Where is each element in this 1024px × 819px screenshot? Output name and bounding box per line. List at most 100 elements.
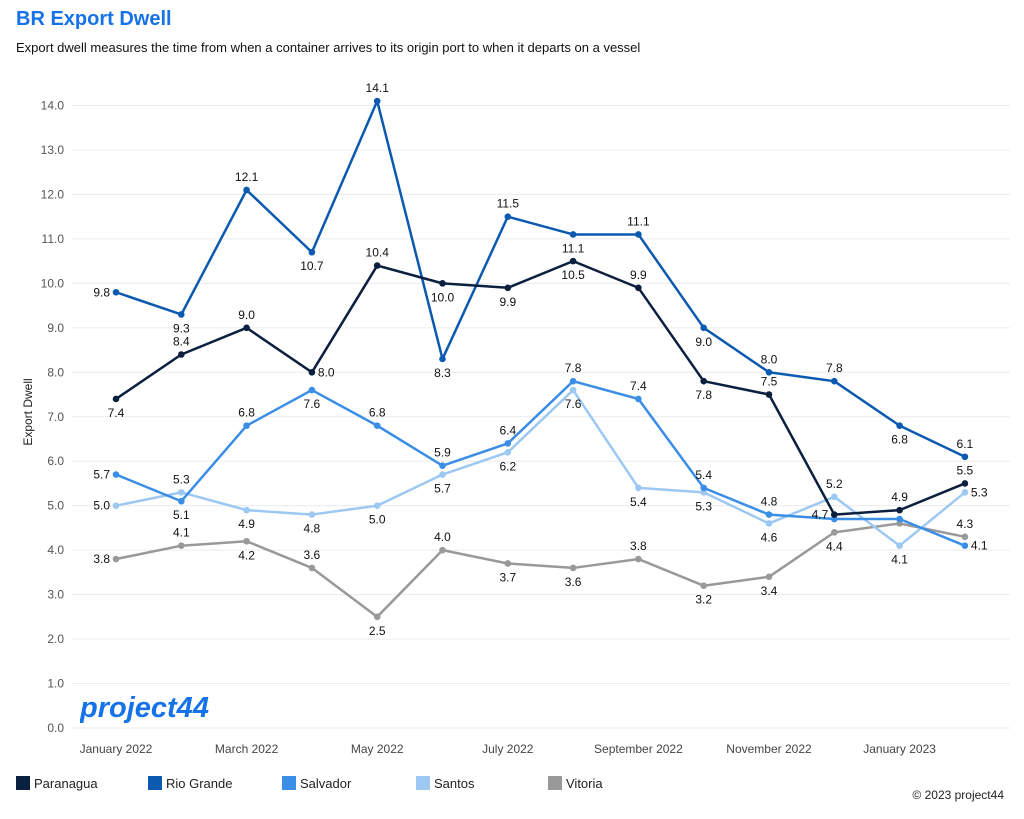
line-chart: 0.0 1.0 2.0 3.0 4.0 5.0 6.0 7.0 8.0 9.0 10.0 11.0 12… (21, 81, 1010, 756)
data-point (635, 231, 642, 238)
x-tick-label: January 2023 (863, 742, 936, 756)
data-label: 10.7 (300, 259, 324, 273)
data-label: 7.5 (761, 375, 778, 389)
data-label: 5.3 (971, 485, 988, 499)
data-label: 4.7 (812, 508, 829, 522)
data-point (112, 471, 120, 478)
y-tick-label: 14.0 (41, 99, 65, 113)
data-point (178, 542, 185, 549)
y-tick-label: 9.0 (47, 321, 64, 335)
data-label: 7.6 (304, 397, 321, 411)
data-point (635, 284, 642, 292)
data-point (504, 560, 512, 567)
legend-label: Vitoria (566, 776, 603, 791)
data-point (308, 368, 316, 376)
legend-swatch (416, 776, 430, 790)
data-label: 4.8 (304, 522, 321, 536)
data-label: 6.8 (891, 433, 908, 447)
y-tick-label: 8.0 (47, 365, 64, 379)
data-point (569, 564, 577, 572)
data-point (635, 395, 642, 403)
data-point (308, 248, 316, 256)
data-label: 6.4 (499, 423, 516, 437)
data-point (765, 391, 773, 398)
data-point (308, 386, 316, 394)
data-label: 10.5 (561, 268, 585, 282)
data-label: 9.3 (173, 321, 190, 335)
data-label: 8.3 (434, 366, 451, 380)
y-tick-label: 2.0 (47, 632, 64, 646)
series-line-salvador (115, 379, 966, 547)
y-tick-label: 12.0 (41, 187, 65, 201)
data-label: 4.1 (891, 553, 908, 567)
data-label: 5.1 (173, 508, 190, 522)
data-point (569, 231, 577, 238)
data-label: 5.7 (434, 482, 451, 496)
data-label: 11.1 (627, 214, 650, 228)
legend-label: Santos (434, 776, 475, 791)
data-point (700, 484, 707, 492)
data-label: 5.7 (93, 468, 110, 482)
x-tick-label: January 2022 (80, 742, 153, 756)
data-point (112, 288, 120, 296)
data-point (831, 377, 838, 385)
legend-label: Paranagua (34, 776, 98, 791)
logo-wordmark: project44 (80, 692, 209, 724)
data-label: 6.8 (369, 406, 386, 420)
data-label: 4.6 (761, 530, 778, 544)
y-tick-label: 13.0 (41, 143, 65, 157)
data-point (243, 186, 250, 194)
data-point (112, 555, 120, 563)
y-tick-label: 3.0 (47, 588, 64, 602)
data-point (439, 355, 446, 363)
data-label: 3.2 (695, 593, 712, 607)
series-line-rio-grande (115, 99, 966, 458)
data-label: 5.4 (630, 495, 647, 509)
data-point (373, 97, 381, 105)
data-label: 3.6 (304, 548, 321, 562)
data-point (569, 377, 577, 385)
data-point (765, 573, 773, 581)
data-point (308, 511, 316, 518)
data-label: 4.4 (826, 539, 843, 553)
x-tick-label: November 2022 (726, 742, 812, 756)
data-label: 3.8 (630, 539, 647, 553)
data-point (439, 462, 446, 469)
data-point (765, 520, 773, 527)
data-label: 8.4 (173, 335, 190, 349)
data-point (504, 440, 512, 447)
data-point (373, 422, 381, 429)
data-label: 10.4 (366, 246, 390, 260)
data-label: 9.9 (630, 268, 647, 282)
data-point (439, 280, 446, 287)
data-point (504, 449, 512, 456)
data-label: 6.8 (238, 406, 255, 420)
data-point (765, 368, 773, 376)
series-line-santos (115, 388, 966, 547)
project44-logo: project44 (79, 686, 212, 735)
data-label: 8.0 (318, 365, 335, 379)
data-label: 4.1 (173, 526, 190, 540)
data-label: 11.5 (497, 197, 520, 211)
data-point (504, 284, 512, 292)
data-point (178, 351, 185, 358)
data-point (831, 529, 838, 536)
data-point (178, 311, 185, 318)
data-point (504, 213, 512, 220)
data-point (439, 546, 446, 554)
data-label: 3.6 (565, 575, 582, 589)
copyright-notice: © 2023 project44 (912, 788, 1004, 802)
series-line-paranagua (115, 259, 966, 516)
data-point (178, 489, 185, 496)
data-label: 5.0 (93, 499, 110, 513)
data-label: 3.7 (499, 570, 516, 584)
data-point (243, 324, 250, 332)
chart-subtitle: Export dwell measures the time from when… (16, 40, 641, 55)
data-point (373, 502, 381, 509)
data-point (308, 564, 316, 572)
chart-title: BR Export Dwell (16, 8, 172, 30)
data-point (831, 511, 838, 518)
y-tick-label: 5.0 (47, 499, 64, 513)
data-point (896, 506, 903, 514)
data-label: 4.3 (957, 517, 974, 531)
